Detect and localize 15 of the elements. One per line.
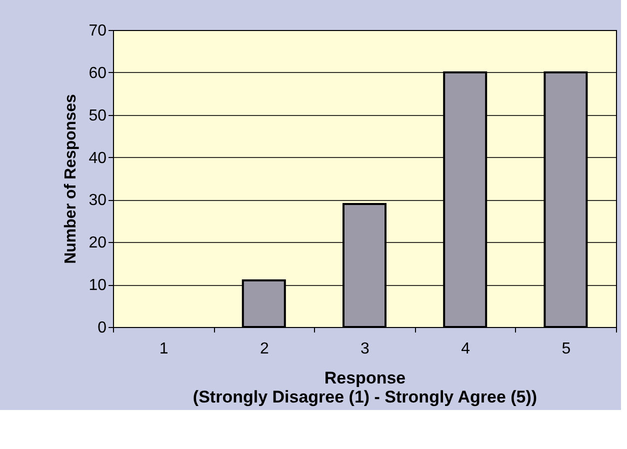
y-tick-label: 10 [88, 277, 107, 294]
y-tick-label: 20 [88, 234, 107, 252]
y-tick-label: 50 [88, 107, 107, 124]
y-tick-label: 40 [88, 150, 107, 167]
y-tick-label: 70 [88, 22, 107, 40]
y-tick-label: 60 [88, 64, 107, 82]
y-tick-label: 0 [98, 320, 107, 336]
y-tick-label: 30 [88, 192, 107, 210]
x-tick-label: 2 [260, 340, 269, 358]
x-tick-label: 3 [360, 340, 370, 358]
x-tick-label: 4 [461, 340, 470, 358]
x-tick-label: 5 [562, 340, 571, 358]
y-axis-title: Number of Responses [62, 94, 80, 264]
x-axis-title: Response (Strongly Disagree (1) - Strongly Agree (5)) [192, 368, 538, 406]
x-tick-label: 1 [159, 340, 168, 358]
